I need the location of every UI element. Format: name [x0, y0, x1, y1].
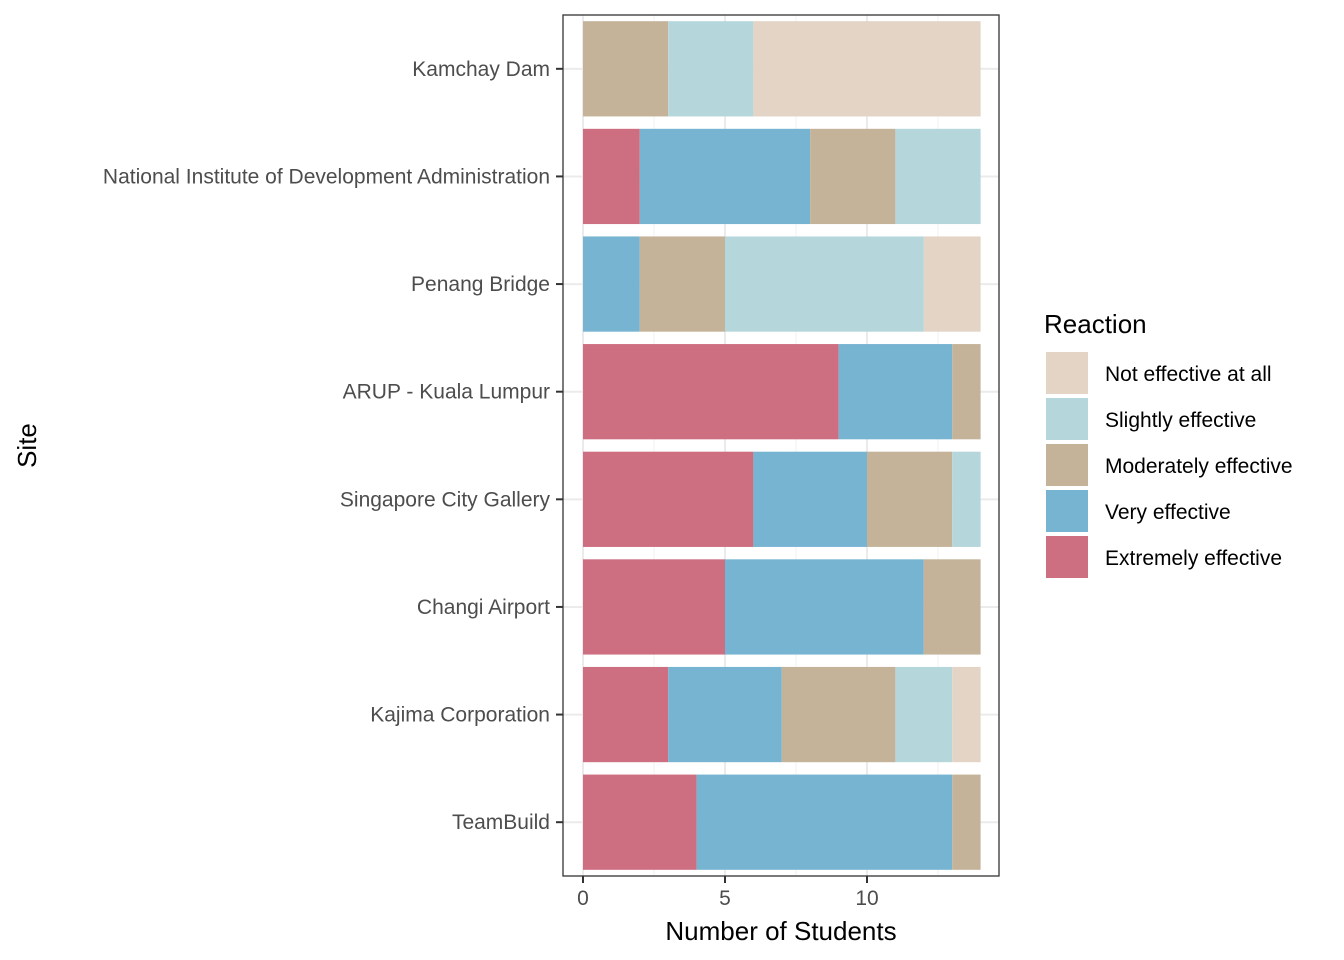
legend-swatch-extremely-effective	[1046, 536, 1088, 578]
bar-penang-bridge-very-effective	[583, 236, 640, 332]
x-tick-label: 0	[577, 887, 589, 910]
bar-changi-airport-moderately-effective	[923, 559, 981, 655]
bar-singapore-city-gallery-moderately-effective	[867, 451, 953, 547]
panel-border	[562, 14, 1000, 877]
legend-label-slightly-effective: Slightly effective	[1105, 409, 1256, 432]
legend-label-extremely-effective: Extremely effective	[1105, 547, 1282, 570]
y-tick-label: Kajima Corporation	[370, 704, 550, 727]
bar-national-institute-of-development-administration-very-effective	[639, 128, 811, 225]
legend-label-moderately-effective: Moderately effective	[1105, 455, 1293, 478]
legend-swatch-slightly-effective	[1046, 398, 1088, 440]
y-tick-label: TeamBuild	[452, 811, 550, 834]
bar-arup-kuala-lumpur-very-effective	[838, 344, 953, 440]
y-tick-label: Penang Bridge	[411, 273, 550, 296]
bar-national-institute-of-development-administration-moderately-effective	[810, 128, 896, 225]
x-axis-title: Number of Students	[665, 916, 896, 946]
bar-teambuild-very-effective	[696, 774, 953, 870]
legend-swatch-moderately-effective	[1046, 444, 1088, 486]
bar-singapore-city-gallery-slightly-effective	[952, 451, 981, 547]
bar-changi-airport-extremely-effective	[583, 559, 725, 655]
x-axis: 0 5 10	[577, 876, 879, 910]
bar-kajima-corporation-not-effective-at-all	[952, 666, 981, 763]
y-axis-title: Site	[12, 423, 42, 468]
bar-kajima-corporation-slightly-effective	[895, 666, 953, 763]
legend-swatch-very-effective	[1046, 490, 1088, 532]
bars-layer	[583, 21, 981, 870]
y-tick-label: Singapore City Gallery	[340, 488, 551, 511]
y-axis: Kamchay Dam National Institute of Develop…	[103, 58, 563, 834]
bar-singapore-city-gallery-very-effective	[753, 451, 867, 547]
bar-changi-airport-very-effective	[725, 559, 924, 655]
legend-label-very-effective: Very effective	[1105, 501, 1231, 524]
bar-kajima-corporation-very-effective	[668, 666, 782, 763]
bar-teambuild-extremely-effective	[583, 774, 697, 870]
y-tick-label: Changi Airport	[417, 596, 550, 619]
bar-singapore-city-gallery-extremely-effective	[583, 451, 754, 547]
legend-swatch-not-effective-at-all	[1046, 352, 1088, 394]
bar-kajima-corporation-moderately-effective	[781, 666, 896, 763]
bar-penang-bridge-moderately-effective	[639, 236, 725, 332]
bar-penang-bridge-slightly-effective	[725, 236, 924, 332]
y-tick-label: Kamchay Dam	[412, 58, 550, 81]
bar-kamchay-dam-slightly-effective	[668, 21, 754, 117]
bar-national-institute-of-development-administration-slightly-effective	[895, 128, 981, 225]
y-tick-label: National Institute of Development Admini…	[103, 165, 550, 188]
bar-arup-kuala-lumpur-extremely-effective	[583, 344, 839, 440]
legend-title: Reaction	[1044, 309, 1147, 339]
bar-teambuild-moderately-effective	[952, 774, 981, 870]
bar-arup-kuala-lumpur-moderately-effective	[952, 344, 981, 440]
bar-kamchay-dam-not-effective-at-all	[753, 21, 981, 117]
x-tick-label: 10	[855, 887, 878, 910]
x-tick-label: 5	[719, 887, 731, 910]
bar-penang-bridge-not-effective-at-all	[923, 236, 981, 332]
bar-kajima-corporation-extremely-effective	[583, 666, 669, 763]
y-tick-label: ARUP - Kuala Lumpur	[343, 381, 550, 404]
legend-label-not-effective-at-all: Not effective at all	[1105, 363, 1272, 386]
bar-national-institute-of-development-administration-extremely-effective	[583, 128, 640, 225]
bar-kamchay-dam-moderately-effective	[583, 21, 669, 117]
legend: Reaction Not effective at all Slightly ef…	[1044, 309, 1293, 578]
